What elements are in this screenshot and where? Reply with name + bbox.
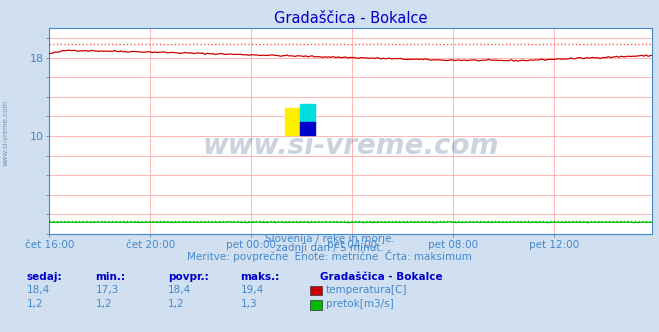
- Text: povpr.:: povpr.:: [168, 272, 209, 282]
- Text: temperatura[C]: temperatura[C]: [326, 285, 407, 295]
- Text: Gradaščica - Bokalce: Gradaščica - Bokalce: [320, 272, 442, 282]
- Text: sedaj:: sedaj:: [26, 272, 62, 282]
- Text: 17,3: 17,3: [96, 285, 119, 295]
- Text: 18,4: 18,4: [168, 285, 191, 295]
- Text: 1,2: 1,2: [26, 299, 43, 309]
- Text: Slovenija / reke in morje.: Slovenija / reke in morje.: [264, 234, 395, 244]
- Bar: [285, 109, 300, 135]
- Text: 1,2: 1,2: [168, 299, 185, 309]
- Text: maks.:: maks.:: [241, 272, 280, 282]
- Text: www.si-vreme.com: www.si-vreme.com: [2, 100, 9, 166]
- Text: 1,2: 1,2: [96, 299, 112, 309]
- Title: Gradaščica - Bokalce: Gradaščica - Bokalce: [274, 11, 428, 26]
- Text: Meritve: povprečne  Enote: metrične  Črta: maksimum: Meritve: povprečne Enote: metrične Črta:…: [187, 250, 472, 262]
- Text: zadnji dan / 5 minut.: zadnji dan / 5 minut.: [275, 243, 384, 253]
- Text: 1,3: 1,3: [241, 299, 257, 309]
- Text: 18,4: 18,4: [26, 285, 49, 295]
- Bar: [300, 122, 315, 135]
- Text: pretok[m3/s]: pretok[m3/s]: [326, 299, 393, 309]
- Text: min.:: min.:: [96, 272, 126, 282]
- Text: 19,4: 19,4: [241, 285, 264, 295]
- Text: www.si-vreme.com: www.si-vreme.com: [203, 131, 499, 160]
- Bar: [300, 104, 315, 123]
